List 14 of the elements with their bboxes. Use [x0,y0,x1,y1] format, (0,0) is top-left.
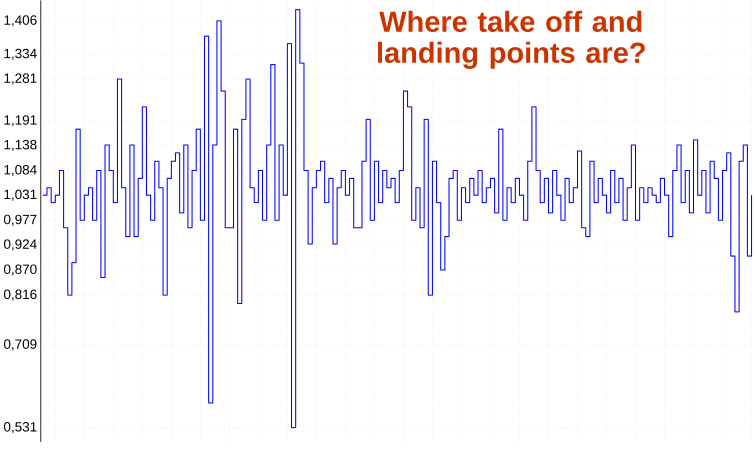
y-tick-label: 1,084 [4,164,37,176]
y-tick-label: 0,816 [4,290,37,301]
text: Where take off and landing points are? [378,10,645,69]
y-tick-label: 1,191 [4,115,36,126]
y-tick-label: 0,709 [4,339,36,350]
y-tick-label: 1,281 [4,73,36,84]
y-tick-label: 0,977 [4,214,36,226]
y-tick-label: 1,031 [4,190,36,201]
y-tick-label: 1,406 [4,15,37,26]
y-tick-label: 1,334 [4,48,37,60]
y-tick-label: 0,531 [4,422,36,434]
y-tick-label: 0,870 [4,264,37,276]
y-tick-label: 0,924 [4,239,37,250]
y-tick-label: 1,138 [4,140,37,151]
